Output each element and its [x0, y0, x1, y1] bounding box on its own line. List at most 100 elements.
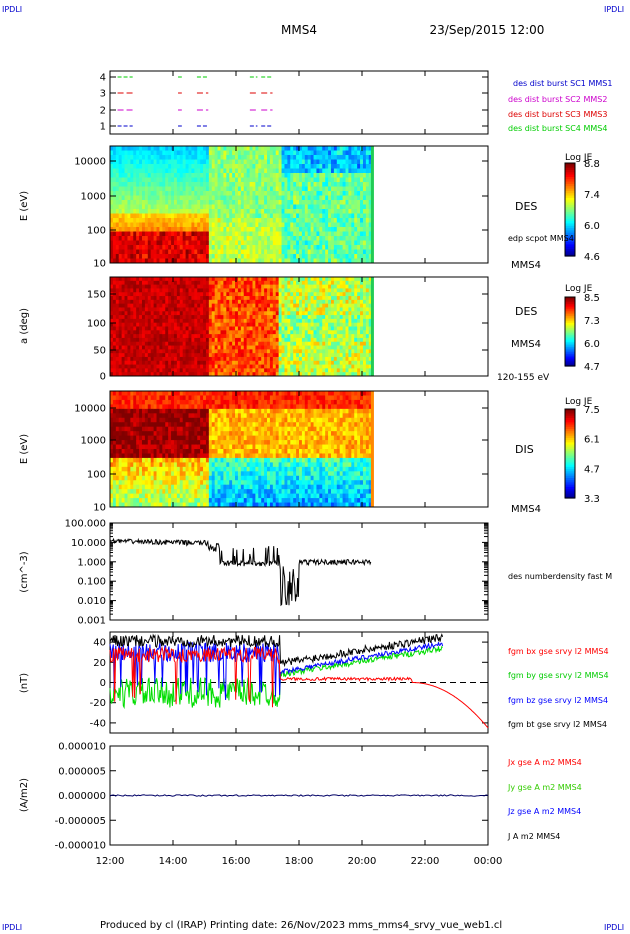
des-pitch-cell — [147, 284, 152, 289]
des-energy-cell — [243, 200, 248, 205]
dis-energy-cell — [110, 453, 114, 459]
des-energy-cell — [226, 191, 230, 196]
des-pitch-cell — [162, 277, 166, 282]
des-pitch-cell — [197, 299, 201, 305]
des-pitch-cell — [351, 334, 355, 339]
dis-energy-cell — [110, 417, 114, 423]
des-energy-cell — [322, 191, 326, 196]
des-pitch-cell — [130, 311, 134, 316]
des-energy-cell — [188, 182, 192, 187]
des-energy-cell — [150, 200, 155, 205]
des-energy-cell — [217, 240, 221, 246]
des-pitch-cell — [232, 284, 236, 289]
des-pitch-cell — [293, 368, 297, 373]
des-pitch-cell — [203, 292, 207, 297]
des-pitch-cell — [182, 326, 187, 331]
des-pitch-cell — [267, 334, 271, 339]
des-pitch-cell — [182, 292, 187, 297]
des-energy-cell — [159, 191, 163, 196]
des-pitch-cell — [290, 356, 294, 362]
des-pitch-cell — [176, 364, 181, 369]
des-energy-cell — [217, 182, 221, 187]
des-pitch-cell — [261, 353, 265, 358]
des-pitch-cell — [200, 345, 204, 350]
des-pitch-cell — [112, 334, 117, 339]
des-energy-cell — [197, 213, 201, 219]
des-energy-cell — [194, 164, 198, 169]
des-energy-cell — [147, 227, 152, 232]
des-pitch-cell — [188, 322, 192, 327]
des-pitch-colorbar-cell — [565, 324, 575, 327]
des-energy-cell — [217, 204, 221, 210]
des-pitch-cell — [185, 368, 190, 373]
des-pitch-cell — [191, 307, 195, 312]
des-pitch-cell — [171, 345, 175, 350]
des-pitch-cell — [205, 334, 210, 339]
des-pitch-cell — [267, 280, 271, 286]
des-pitch-cell — [296, 337, 300, 343]
des-pitch-cell — [362, 356, 367, 362]
des-pitch-cell — [299, 292, 303, 297]
des-pitch-cell — [173, 284, 178, 289]
des-energy-cell — [342, 222, 347, 228]
dis-energy-cell — [118, 440, 123, 446]
des-energy-cell — [110, 231, 114, 237]
des-pitch-cell — [316, 334, 320, 339]
des-pitch-cell — [296, 330, 300, 335]
des-pitch-cell — [246, 337, 251, 343]
des-pitch-cell — [281, 353, 285, 358]
des-energy-cell — [156, 254, 160, 259]
des-pitch-cell — [246, 280, 251, 286]
des-energy-cell — [127, 173, 131, 178]
des-pitch-cell — [223, 334, 227, 339]
des-pitch-cell — [208, 326, 213, 331]
des-pitch-cell — [162, 299, 166, 305]
des-energy-cell — [235, 222, 239, 228]
des-energy-cell — [203, 173, 207, 178]
des-pitch-cell — [168, 288, 172, 293]
des-energy-cell — [281, 231, 285, 237]
des-energy-cell — [357, 195, 361, 201]
des-energy-cell — [243, 249, 248, 255]
des-pitch-cell — [203, 277, 207, 282]
des-energy-cell — [208, 173, 213, 178]
des-pitch-cell — [342, 280, 347, 286]
des-energy-cell — [278, 204, 283, 210]
des-pitch-colorbar-cell — [565, 307, 575, 310]
des-energy-cell — [281, 155, 285, 160]
des-pitch-cell — [211, 360, 216, 366]
des-energy-cell — [336, 177, 341, 183]
des-energy-cell — [301, 227, 306, 232]
des-energy-cell — [267, 182, 271, 187]
des-energy-cell — [203, 186, 207, 192]
des-energy-cell — [217, 249, 221, 255]
des-energy-cell — [307, 168, 312, 174]
des-pitch-cell — [255, 372, 259, 377]
des-energy-cell — [325, 249, 329, 255]
des-pitch-cell — [118, 296, 123, 301]
des-energy-cell — [281, 222, 285, 228]
des-energy-cell — [130, 159, 134, 165]
des-pitch-cell — [348, 360, 352, 366]
des-energy-cell — [112, 186, 117, 192]
des-pitch-cell — [299, 334, 303, 339]
des-pitch-cell — [316, 349, 320, 354]
des-pitch-cell — [255, 303, 259, 308]
des-energy-cell — [301, 245, 306, 250]
des-energy-cell — [124, 218, 128, 223]
des-energy-cell — [182, 200, 187, 205]
des-energy-cell — [144, 227, 149, 232]
des-pitch-cell — [226, 292, 230, 297]
des-energy-cell — [362, 218, 367, 223]
des-energy-cell — [272, 204, 277, 210]
des-pitch-cell — [258, 307, 262, 312]
des-energy-cell — [162, 164, 166, 169]
des-energy-cell — [171, 182, 175, 187]
des-pitch-cell — [301, 318, 306, 324]
des-energy-cell — [153, 146, 158, 151]
des-pitch-cell — [272, 315, 277, 320]
des-energy-cell — [287, 236, 291, 241]
des-pitch-cell — [333, 280, 338, 286]
des-energy-cell — [185, 155, 190, 160]
